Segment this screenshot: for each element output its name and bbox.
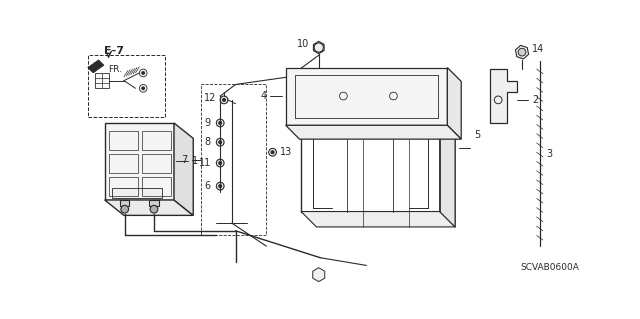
Circle shape xyxy=(314,43,323,52)
Text: E-7: E-7 xyxy=(104,46,124,56)
Circle shape xyxy=(216,182,224,190)
Polygon shape xyxy=(440,70,455,227)
Text: 13: 13 xyxy=(280,147,292,157)
Circle shape xyxy=(518,48,526,56)
Circle shape xyxy=(140,85,147,92)
Text: 2: 2 xyxy=(532,95,538,105)
Text: SCVAB0600A: SCVAB0600A xyxy=(520,263,579,272)
Polygon shape xyxy=(95,73,109,88)
Text: 10: 10 xyxy=(296,40,308,49)
Polygon shape xyxy=(313,268,324,282)
Polygon shape xyxy=(88,60,104,73)
Polygon shape xyxy=(149,200,159,206)
Polygon shape xyxy=(105,200,193,215)
Circle shape xyxy=(141,87,145,90)
Circle shape xyxy=(150,205,158,213)
Circle shape xyxy=(219,141,221,144)
Text: 5: 5 xyxy=(474,130,481,139)
Circle shape xyxy=(269,148,276,156)
Text: 12: 12 xyxy=(204,93,216,103)
Polygon shape xyxy=(120,200,129,206)
Bar xyxy=(141,177,171,196)
Text: 14: 14 xyxy=(532,44,544,54)
Polygon shape xyxy=(490,69,516,123)
Bar xyxy=(141,154,171,173)
Text: 11: 11 xyxy=(198,158,211,168)
Bar xyxy=(141,131,171,150)
Bar xyxy=(109,154,138,173)
Circle shape xyxy=(216,159,224,167)
Polygon shape xyxy=(285,68,447,125)
Text: 7: 7 xyxy=(182,155,188,165)
Circle shape xyxy=(219,161,221,165)
Circle shape xyxy=(141,71,145,74)
Circle shape xyxy=(216,138,224,146)
Bar xyxy=(201,85,266,235)
Circle shape xyxy=(219,122,221,124)
Bar xyxy=(88,55,164,117)
Text: 3: 3 xyxy=(546,149,552,159)
Polygon shape xyxy=(447,68,461,139)
Text: 9: 9 xyxy=(205,118,211,128)
Circle shape xyxy=(220,96,228,104)
Circle shape xyxy=(216,119,224,127)
Text: 4: 4 xyxy=(260,91,266,101)
Text: 8: 8 xyxy=(205,137,211,147)
Circle shape xyxy=(223,98,225,101)
Circle shape xyxy=(219,185,221,188)
Polygon shape xyxy=(285,125,461,139)
Bar xyxy=(109,131,138,150)
Polygon shape xyxy=(105,123,174,200)
Polygon shape xyxy=(174,123,193,215)
Bar xyxy=(109,177,138,196)
Text: 6: 6 xyxy=(205,181,211,191)
Bar xyxy=(113,189,163,198)
Circle shape xyxy=(121,205,129,213)
Text: 1: 1 xyxy=(192,157,198,167)
Circle shape xyxy=(140,69,147,77)
Polygon shape xyxy=(301,211,455,227)
Text: FR.: FR. xyxy=(109,64,122,74)
Circle shape xyxy=(271,151,274,154)
